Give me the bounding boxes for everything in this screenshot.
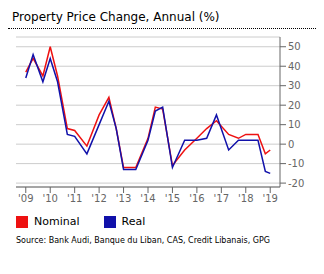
svg-text:'10: '10 <box>42 193 57 204</box>
html-text:Property Price Change, Annual: Property Price Change, Annual (%) <box>12 10 220 24</box>
svg-text:'16: '16 <box>189 193 204 204</box>
html-text:Source: Bank Audi, Banque du L: Source: Bank Audi, Banque du Liban, CAS,… <box>16 236 270 245</box>
html-text:Real: Real <box>121 215 146 228</box>
svg-text:-20: -20 <box>288 178 304 189</box>
svg-text:10: 10 <box>288 119 301 130</box>
svg-text:'09: '09 <box>18 193 33 204</box>
svg-text:'15: '15 <box>165 193 180 204</box>
svg-text:50: 50 <box>288 41 301 52</box>
svg-text:40: 40 <box>288 61 301 72</box>
svg-text:0: 0 <box>288 139 294 150</box>
svg-text:'17: '17 <box>214 193 229 204</box>
svg-text:'11: '11 <box>67 193 82 204</box>
html-text:Nominal: Nominal <box>34 215 80 228</box>
svg-text:'19: '19 <box>262 193 277 204</box>
svg-text:'13: '13 <box>116 193 131 204</box>
svg-text:30: 30 <box>288 80 301 91</box>
svg-text:'14: '14 <box>140 193 155 204</box>
svg-text:'18: '18 <box>238 193 253 204</box>
svg-text:20: 20 <box>288 100 301 111</box>
svg-text:-10: -10 <box>288 158 304 169</box>
svg-text:'12: '12 <box>91 193 106 204</box>
